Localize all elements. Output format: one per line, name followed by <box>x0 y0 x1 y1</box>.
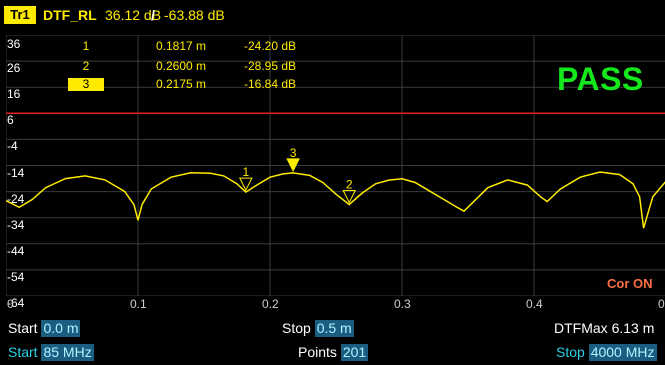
start-frequency-label: Start <box>8 344 38 360</box>
x-tick-label: 0.3 <box>394 297 411 311</box>
footer-dtfmax: DTFMax 6.13 m <box>554 319 654 337</box>
marker-1-value: -24.20 dB <box>244 39 297 53</box>
marker-2-glyph <box>342 190 357 204</box>
x-tick-label: 0.2 <box>262 297 279 311</box>
marker-1-position: 0.1817 m <box>156 39 207 53</box>
marker-3-position: 0.2175 m <box>156 77 207 91</box>
start-distance-field[interactable]: 0.0 m <box>41 320 81 337</box>
stop-frequency-label: Stop <box>556 344 585 360</box>
y-tick-label: -54 <box>7 269 25 284</box>
x-tick-label: 0.4 <box>526 297 543 311</box>
marker-2-number[interactable]: 2 <box>82 59 90 73</box>
footer-stop-distance[interactable]: Stop 0.5 m <box>282 319 354 337</box>
y-tick-label: -34 <box>7 217 25 232</box>
y-tick-label: 6 <box>7 113 14 128</box>
marker-2-glyph-label: 2 <box>346 178 353 192</box>
start-frequency-field[interactable]: 85 MHz <box>41 344 94 361</box>
footer-start-distance[interactable]: Start 0.0 m <box>8 319 81 337</box>
x-tick-label: 0.5 <box>658 297 665 311</box>
correction-status[interactable]: Cor ON <box>607 276 653 291</box>
y-tick-label: -14 <box>7 165 25 180</box>
marker-3-glyph-label: 3 <box>290 146 297 160</box>
trace-separator: / <box>151 7 155 23</box>
trace-scale-value[interactable]: 36.12 dB <box>105 7 162 23</box>
trace-selector-badge[interactable]: Tr1 <box>4 6 36 24</box>
marker-glyphs: 1 2 3 <box>239 146 357 204</box>
footer-points[interactable]: Points 201 <box>298 343 369 361</box>
y-tick-label: 26 <box>7 61 21 76</box>
y-tick-label: -24 <box>7 191 25 206</box>
y-tick-label: -44 <box>7 243 25 258</box>
marker-2-position: 0.2600 m <box>156 59 207 73</box>
y-tick-label: 16 <box>7 87 21 102</box>
stop-distance-field[interactable]: 0.5 m <box>314 320 354 337</box>
dtfmax-value: 6.13 m <box>611 320 655 336</box>
trace-reference-value[interactable]: -63.88 dB <box>164 7 225 23</box>
trace-measurement-name[interactable]: DTF_RL <box>43 7 97 23</box>
stop-frequency-field[interactable]: 4000 MHz <box>588 344 657 361</box>
y-tick-label: 36 <box>7 37 21 51</box>
y-tick-label: -64 <box>7 296 25 310</box>
marker-1-glyph-label: 1 <box>243 165 250 179</box>
marker-1-glyph <box>239 177 253 192</box>
x-tick-label: 0 <box>7 297 14 311</box>
footer-stop-frequency[interactable]: Stop 4000 MHz <box>556 343 657 361</box>
y-tick-label: -4 <box>7 139 18 154</box>
footer-start-frequency[interactable]: Start 85 MHz <box>8 343 94 361</box>
marker-3-glyph <box>286 158 300 173</box>
trace-line <box>6 171 665 229</box>
pass-fail-indicator: PASS <box>557 61 644 97</box>
marker-3-value: -16.84 dB <box>244 77 297 91</box>
marker-2-value: -28.95 dB <box>244 59 297 73</box>
dtfmax-label: DTFMax <box>554 320 608 336</box>
marker-1-number[interactable]: 1 <box>82 39 90 53</box>
start-distance-label: Start <box>8 320 38 336</box>
stop-distance-label: Stop <box>282 320 311 336</box>
trace-plot[interactable]: 1 2 3 <box>6 35 665 296</box>
marker-3-number-active[interactable]: 3 <box>68 78 104 91</box>
x-tick-label: 0.1 <box>130 297 147 311</box>
points-label: Points <box>298 344 337 360</box>
trace-header: Tr1 DTF_RL 36.12 dB / -63.88 dB <box>0 0 665 28</box>
points-field[interactable]: 201 <box>340 344 369 361</box>
